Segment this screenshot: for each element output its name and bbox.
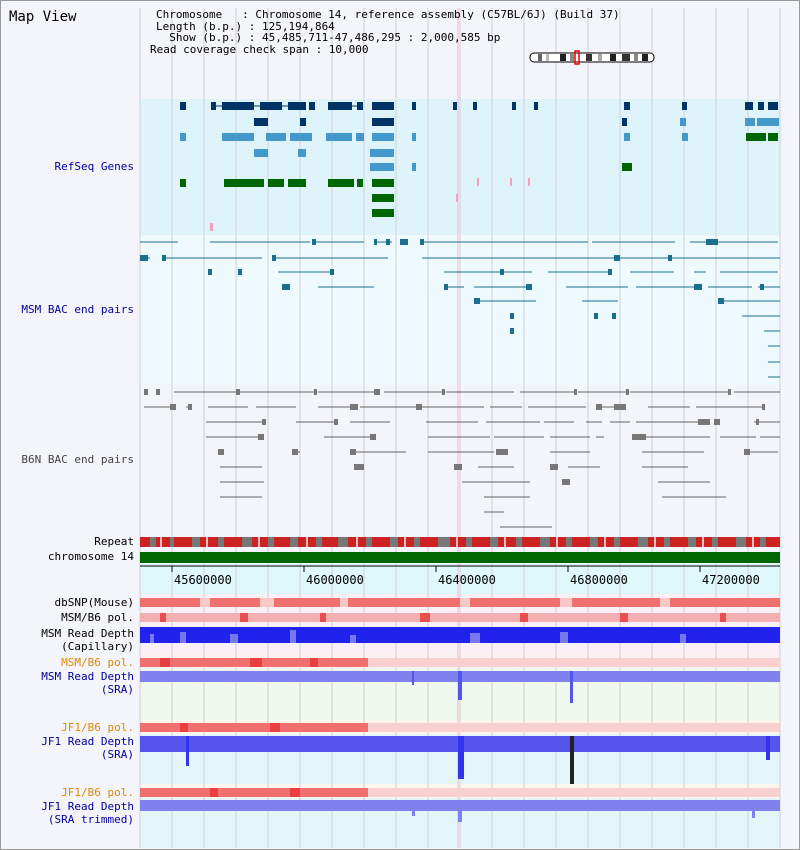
repeat-track[interactable]: [140, 537, 780, 547]
axis-tick-label: 46000000: [306, 573, 364, 587]
label-msm-depth-sra-1: MSM Read Depth: [41, 670, 134, 683]
repeat-gray-bars: [150, 537, 766, 547]
chromosome-ideogram[interactable]: [529, 50, 655, 65]
label-msm-bac: MSM BAC end pairs: [21, 303, 134, 316]
axis-tick-label: 45600000: [174, 573, 232, 587]
msm-bac-ends: [140, 239, 764, 334]
coverage-line: Read coverage check span : 10,000: [150, 42, 369, 56]
label-jf1-b6-pol-2: JF1/B6 pol.: [61, 786, 134, 799]
page-title: Map View: [9, 9, 77, 25]
label-b6n-bac: B6N BAC end pairs: [21, 453, 134, 466]
label-msm-b6-pol-2: MSM/B6 pol.: [61, 656, 134, 669]
refseq-genes[interactable]: [180, 102, 779, 231]
label-jf1-depth-sra-1: JF1 Read Depth: [41, 735, 134, 748]
label-jf1-depth-trim-2: (SRA trimmed): [47, 813, 134, 826]
vertical-grid: [139, 8, 781, 848]
msm-bac-pairs[interactable]: [140, 241, 780, 378]
label-msm-depth-cap-2: (Capillary): [61, 640, 134, 653]
jf1-b6-pol-track-2[interactable]: [140, 788, 368, 797]
msm-b6-pol-track-1[interactable]: [140, 613, 780, 622]
length-line: Length (b.p.) : 125,194,864: [156, 19, 335, 33]
label-msm-b6-pol-1: MSM/B6 pol.: [61, 611, 134, 624]
label-refseq-genes: RefSeq Genes: [54, 160, 134, 173]
label-msm-depth-cap-1: MSM Read Depth: [41, 627, 134, 640]
jf1-b6-pol-track-1[interactable]: [140, 723, 368, 732]
label-jf1-b6-pol-1: JF1/B6 pol.: [61, 721, 134, 734]
label-dbsnp: dbSNP(Mouse): [54, 596, 134, 609]
show-line: Show (b.p.) : 45,485,711-47,486,295 : 2,…: [156, 31, 501, 44]
b6n-bac-ends: [144, 389, 765, 485]
chromosome-line: Chromosome : Chromosome 14, reference as…: [156, 8, 620, 21]
msm-depth-capillary[interactable]: [140, 627, 780, 643]
axis-tick-label: 46400000: [438, 573, 496, 587]
chromosome-info: Chromosome : Chromosome 14, reference as…: [150, 9, 620, 55]
label-msm-depth-sra-2: (SRA): [100, 683, 134, 696]
chromosome-bar[interactable]: [140, 552, 780, 563]
axis-tick-label: 47200000: [702, 573, 760, 587]
label-jf1-depth-sra-2: (SRA): [100, 748, 134, 761]
axis-tick-label: 46800000: [570, 573, 628, 587]
label-jf1-depth-trim-1: JF1 Read Depth: [41, 800, 134, 813]
label-repeat: Repeat: [94, 535, 134, 548]
axis-ticks: [140, 565, 780, 572]
label-chromosome: chromosome 14: [47, 550, 134, 563]
